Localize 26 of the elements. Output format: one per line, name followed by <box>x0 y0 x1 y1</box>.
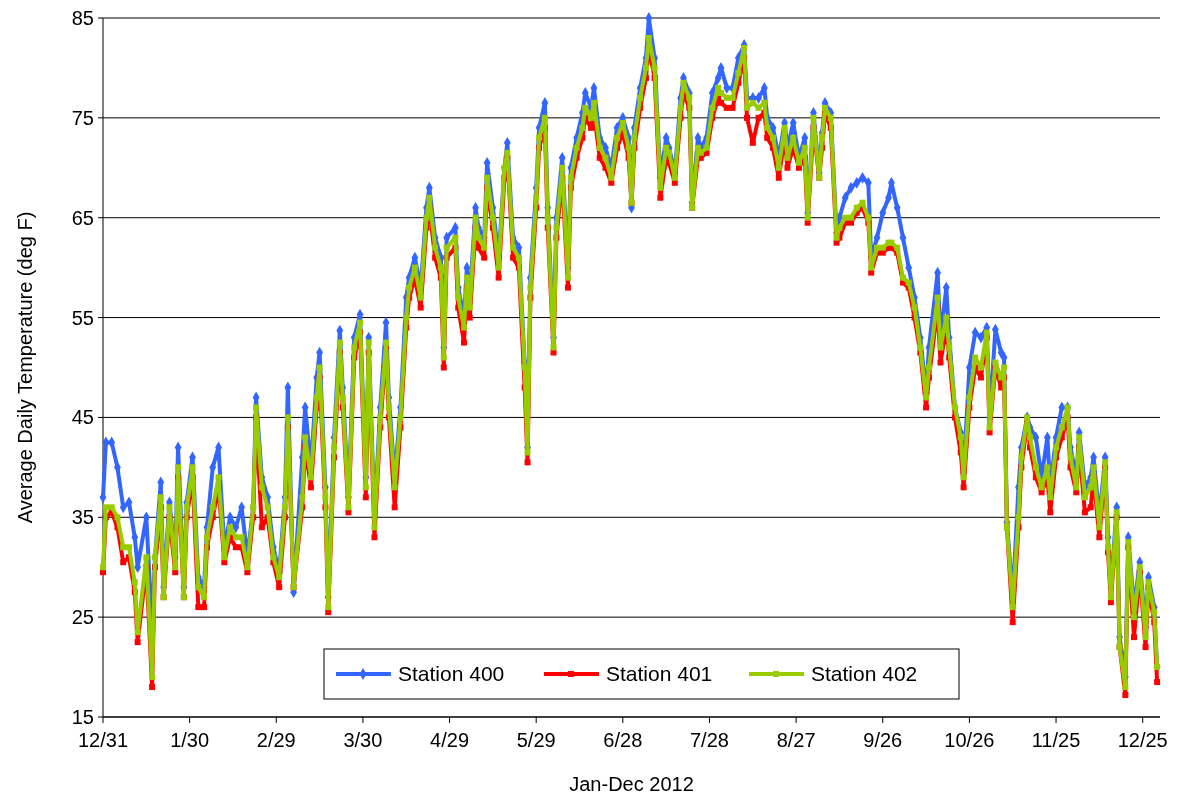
x-tick-label: 11/25 <box>1031 729 1081 751</box>
x-tick-label: 3/30 <box>343 729 383 751</box>
y-tick-label: 35 <box>71 506 94 529</box>
y-tick-label: 15 <box>71 706 94 728</box>
legend-label: Station 402 <box>811 662 918 686</box>
y-tick-label: 85 <box>71 7 94 29</box>
y-tick-label: 75 <box>71 106 94 129</box>
x-tick-label: 7/28 <box>690 729 729 751</box>
y-axis-title: Average Daily Temperature (deg F) <box>14 211 36 524</box>
x-tick-label: 10/26 <box>944 729 995 751</box>
y-tick-label: 25 <box>71 606 94 629</box>
x-tick-label: 9/26 <box>863 729 903 751</box>
x-tick-label: 6/28 <box>603 729 643 751</box>
x-tick-label: 8/27 <box>776 729 816 751</box>
y-tick-label: 55 <box>71 306 94 329</box>
x-axis-title: Jan-Dec 2012 <box>569 773 694 795</box>
x-tick-label: 12/25 <box>1117 729 1168 751</box>
x-tick-label: 4/29 <box>430 729 470 751</box>
legend-label: Station 400 <box>398 662 505 686</box>
y-tick-label: 45 <box>71 406 94 429</box>
x-tick-label: 2/29 <box>256 729 296 751</box>
y-tick-label: 65 <box>71 206 94 229</box>
legend-label: Station 401 <box>606 662 713 686</box>
x-tick-label: 12/31 <box>77 729 129 751</box>
x-tick-label: 1/30 <box>170 729 210 751</box>
x-tick-label: 5/29 <box>516 729 556 751</box>
